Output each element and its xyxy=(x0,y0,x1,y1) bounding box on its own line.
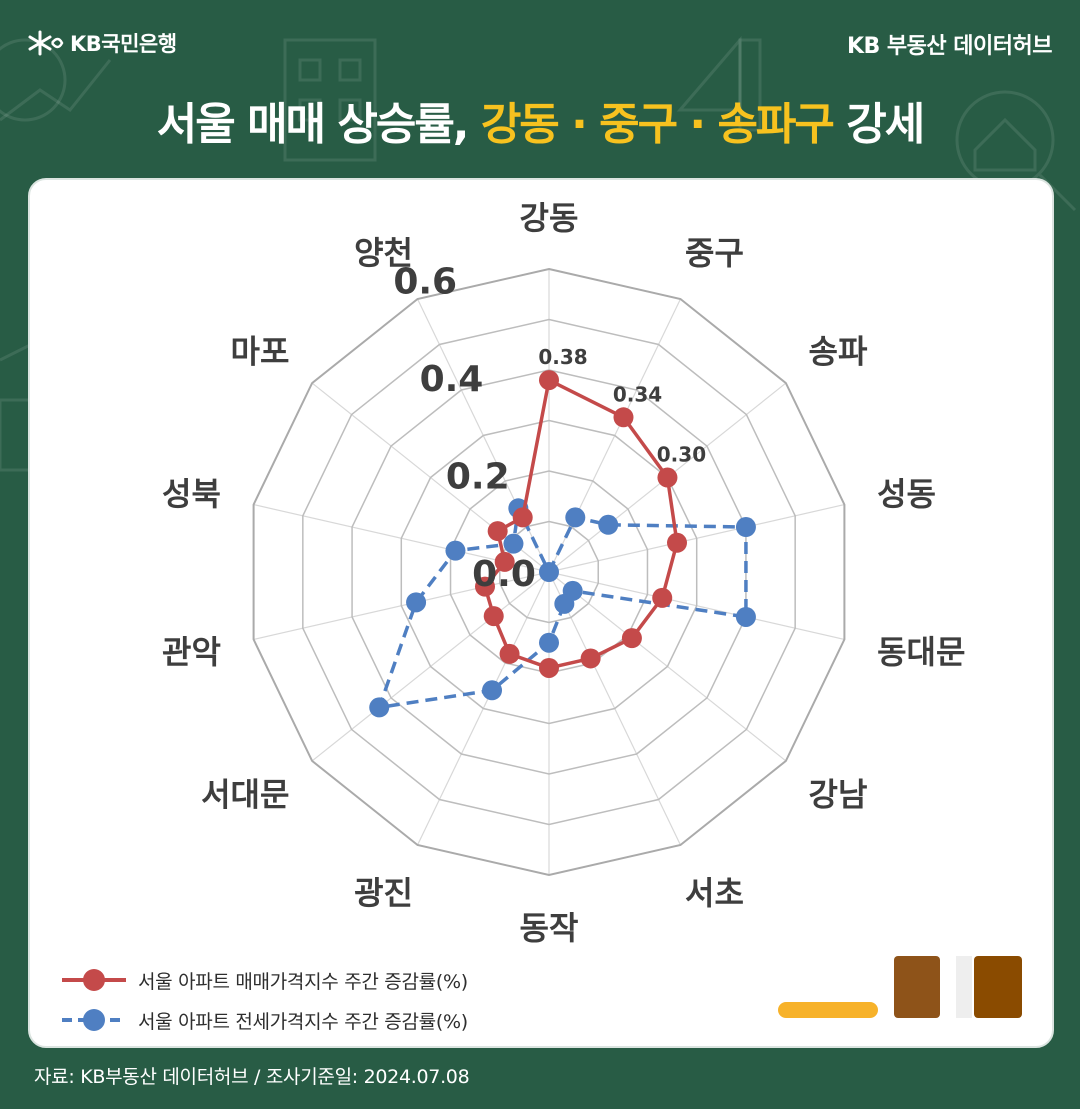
radar-series: 0.38 0.34 0.30 xyxy=(369,345,756,718)
radar-ring xyxy=(351,369,747,775)
radar-tick-label: 0.2 xyxy=(446,457,510,498)
kb-star-icon xyxy=(28,30,64,56)
category-label: 마포 xyxy=(231,333,290,371)
data-point xyxy=(621,628,642,649)
category-label: 성북 xyxy=(162,475,221,513)
data-point xyxy=(657,467,678,488)
title-part-2: 강세 xyxy=(832,99,925,150)
page-title: 서울 매매 상승률, 강동 · 중구 · 송파구 강세 xyxy=(0,88,1080,152)
data-point xyxy=(474,576,495,597)
data-point xyxy=(539,370,559,391)
data-point xyxy=(580,648,601,669)
category-label: 관악 xyxy=(162,633,221,671)
category-label: 서초 xyxy=(685,874,744,912)
radar-chart: 0.38 0.34 0.30 0.0 0.2 0.4 0.6 강동중구송파성동동대문강남서초… xyxy=(162,199,965,947)
radar-tick-label: 0.0 xyxy=(472,554,536,595)
data-point xyxy=(539,562,559,582)
deco-brown-block xyxy=(894,956,940,1018)
data-label: 0.34 xyxy=(613,382,662,406)
category-label: 성동 xyxy=(877,475,936,513)
category-label: 서대문 xyxy=(201,775,289,813)
category-label: 광진 xyxy=(354,874,413,912)
title-part-1: 서울 매매 상승률, xyxy=(156,99,481,150)
source-note: 자료: KB부동산 데이터허브 / 조사기준일: 2024.07.08 xyxy=(34,1066,470,1088)
category-label: 중구 xyxy=(685,234,744,272)
series-sale: 0.38 0.34 0.30 xyxy=(474,345,706,678)
data-point xyxy=(483,606,504,627)
data-point xyxy=(735,606,756,627)
data-point xyxy=(598,514,619,535)
legend-sale-marker xyxy=(62,969,126,991)
data-point xyxy=(487,521,508,542)
legend-sale-label: 서울 아파트 매매가격지수 주간 증감률(%) xyxy=(138,970,468,993)
kb-deco-shapes xyxy=(778,956,1022,1018)
data-point xyxy=(539,632,559,653)
hub-name: KB 부동산 데이터허브 xyxy=(846,34,1053,59)
data-point xyxy=(613,407,634,428)
series-jeonse xyxy=(369,498,756,718)
legend-jeonse-marker xyxy=(62,1009,126,1031)
category-label: 양천 xyxy=(354,234,413,272)
radar-ring xyxy=(252,267,846,877)
deco-gray-block xyxy=(956,956,972,1018)
legend-item-sale: 서울 아파트 매매가격지수 주간 증감률(%) xyxy=(58,960,468,1000)
category-label: 강남 xyxy=(809,775,868,813)
radar-tick-label: 0.4 xyxy=(420,359,484,400)
data-point xyxy=(406,592,427,613)
data-point xyxy=(499,643,520,664)
deco-dark-brown-block xyxy=(974,956,1022,1018)
deco-yellow-bar xyxy=(778,1002,878,1018)
data-label: 0.30 xyxy=(657,443,706,467)
data-point xyxy=(565,507,586,528)
data-point xyxy=(667,532,688,553)
data-point xyxy=(494,551,515,572)
chart-legend: 서울 아파트 매매가격지수 주간 증감률(%) 서울 아파트 전세가격지수 주간… xyxy=(58,960,468,1040)
legend-jeonse-label: 서울 아파트 전세가격지수 주간 증감률(%) xyxy=(138,1010,468,1033)
radar-ring xyxy=(400,419,698,725)
brand-logo: KB국민은행 xyxy=(28,26,177,60)
data-point xyxy=(503,533,524,554)
data-point xyxy=(539,657,559,678)
brand-name: KB국민은행 xyxy=(70,32,177,56)
data-point xyxy=(445,540,466,561)
legend-item-jeonse: 서울 아파트 전세가격지수 주간 증감률(%) xyxy=(58,1000,468,1040)
category-label: 동작 xyxy=(520,909,579,947)
radar-ring xyxy=(302,318,796,826)
data-point xyxy=(554,593,575,614)
radar-tick-label: 0.6 xyxy=(393,262,457,303)
data-label: 0.38 xyxy=(538,345,587,369)
data-point xyxy=(512,507,533,528)
data-point xyxy=(482,680,503,701)
category-label: 송파 xyxy=(809,333,868,371)
data-point xyxy=(735,517,756,538)
data-point xyxy=(652,587,673,608)
data-point xyxy=(369,697,390,718)
category-label: 동대문 xyxy=(877,633,965,671)
category-label: 강동 xyxy=(520,199,579,237)
title-highlight: 강동 · 중구 · 송파구 xyxy=(480,99,835,150)
